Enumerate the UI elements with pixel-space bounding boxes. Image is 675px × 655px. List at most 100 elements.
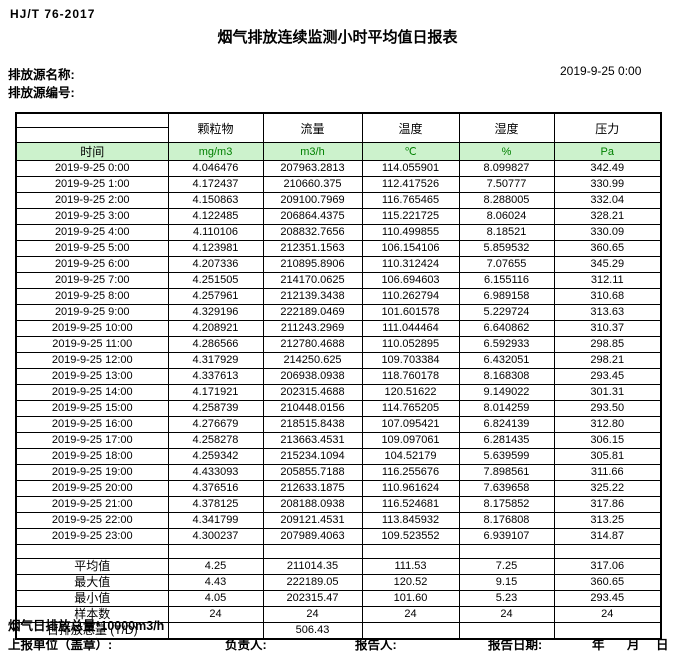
value-cell: 210895.8906	[262, 256, 363, 273]
value-cell: 104.52179	[361, 448, 460, 465]
value-cell: 120.52	[361, 574, 460, 591]
value-cell: 305.81	[553, 448, 662, 465]
table-row: 2019-9-25 12:00 4.317929 214250.625 109.703…	[15, 352, 662, 369]
value-cell: 111.044464	[361, 320, 460, 337]
value-cell: 116.255676	[361, 464, 460, 481]
value-cell: 110.052895	[361, 336, 460, 353]
value-cell: 24	[553, 606, 662, 623]
value-cell: 330.99	[553, 176, 662, 193]
value-cell: 4.207336	[167, 256, 264, 273]
value-cell: 317.86	[553, 496, 662, 513]
value-cell: 8.099827	[458, 160, 555, 177]
total-emission-note: 烟气日排放总量*10000m3/h	[8, 619, 165, 633]
value-cell	[553, 622, 662, 640]
table-row: 2019-9-25 14:00 4.171921 202315.4688 120.51…	[15, 384, 662, 401]
time-cell: 2019-9-25 20:00	[15, 480, 169, 497]
value-cell: 360.65	[553, 574, 662, 591]
summary-label: 样本数	[15, 606, 169, 623]
value-cell: 310.68	[553, 288, 662, 305]
value-cell: 106.154106	[361, 240, 460, 257]
value-cell: 207989.4063	[262, 528, 363, 545]
value-cell: 6.824139	[458, 416, 555, 433]
time-header: 时间	[15, 142, 169, 161]
month-label: 月	[627, 638, 640, 652]
value-cell	[458, 622, 555, 640]
spacer-cell	[15, 544, 169, 559]
value-cell: 6.989158	[458, 288, 555, 305]
table-row: 2019-9-25 15:00 4.258739 210448.0156 114.76…	[15, 400, 662, 417]
value-cell: 8.18521	[458, 224, 555, 241]
value-cell	[167, 622, 264, 640]
table-row: 2019-9-25 16:00 4.276679 218515.8438 107.09…	[15, 416, 662, 433]
value-cell: 7.07655	[458, 256, 555, 273]
time-cell: 2019-9-25 19:00	[15, 464, 169, 481]
value-cell: 205855.7188	[262, 464, 363, 481]
value-cell: 208832.7656	[262, 224, 363, 241]
value-cell: 330.09	[553, 224, 662, 241]
time-cell: 2019-9-25 3:00	[15, 208, 169, 225]
value-cell: 9.15	[458, 574, 555, 591]
value-cell: 4.317929	[167, 352, 264, 369]
value-cell: 6.155116	[458, 272, 555, 289]
value-cell: 4.337613	[167, 368, 264, 385]
value-cell: 4.171921	[167, 384, 264, 401]
value-cell: 4.122485	[167, 208, 264, 225]
value-cell: 4.258739	[167, 400, 264, 417]
value-cell: 4.208921	[167, 320, 264, 337]
value-cell: 8.168308	[458, 368, 555, 385]
table-row: 2019-9-25 10:00 4.208921 211243.2969 111.04…	[15, 320, 662, 337]
value-cell: 101.60	[361, 590, 460, 607]
table-row: 2019-9-25 19:00 4.433093 205855.7188 116.25…	[15, 464, 662, 481]
time-cell: 2019-9-25 10:00	[15, 320, 169, 337]
table-row: 2019-9-25 13:00 4.337613 206938.0938 118.76…	[15, 368, 662, 385]
value-cell: 116.524681	[361, 496, 460, 513]
value-cell: 311.66	[553, 464, 662, 481]
value-cell: 115.221725	[361, 208, 460, 225]
unit-flow: m3/h	[262, 142, 363, 161]
time-cell: 2019-9-25 12:00	[15, 352, 169, 369]
value-cell: 4.110106	[167, 224, 264, 241]
table-row: 2019-9-25 3:00 4.122485 206864.4375 115.221…	[15, 208, 662, 225]
report-datetime: 2019-9-25 0:00	[560, 64, 642, 78]
table-row: 2019-9-25 5:00 4.123981 212351.1563 106.154…	[15, 240, 662, 257]
value-cell: 7.25	[458, 558, 555, 575]
value-cell: 215234.1094	[262, 448, 363, 465]
time-cell: 2019-9-25 11:00	[15, 336, 169, 353]
value-cell: 4.257961	[167, 288, 264, 305]
spacer-row	[15, 544, 662, 559]
value-cell: 9.149022	[458, 384, 555, 401]
value-cell: 212780.4688	[262, 336, 363, 353]
time-cell: 2019-9-25 2:00	[15, 192, 169, 209]
responsible-label: 负责人:	[225, 638, 267, 652]
value-cell: 212139.3438	[262, 288, 363, 305]
value-cell: 4.378125	[167, 496, 264, 513]
value-cell	[361, 622, 460, 640]
value-cell: 110.312424	[361, 256, 460, 273]
value-cell: 206938.0938	[262, 368, 363, 385]
value-cell: 310.37	[553, 320, 662, 337]
source-id-label: 排放源编号:	[8, 86, 75, 100]
value-cell: 4.341799	[167, 512, 264, 529]
table-row: 2019-9-25 8:00 4.257961 212139.3438 110.262…	[15, 288, 662, 305]
page-title: 烟气排放连续监测小时平均值日报表	[217, 29, 458, 46]
value-cell: 8.014259	[458, 400, 555, 417]
value-cell: 24	[458, 606, 555, 623]
time-cell: 2019-9-25 21:00	[15, 496, 169, 513]
value-cell: 4.172437	[167, 176, 264, 193]
value-cell: 6.281435	[458, 432, 555, 449]
time-cell: 2019-9-25 17:00	[15, 432, 169, 449]
value-cell	[262, 544, 363, 559]
table-row: 2019-9-25 1:00 4.172437 210660.375 112.4175…	[15, 176, 662, 193]
value-cell: 298.85	[553, 336, 662, 353]
value-cell: 113.845932	[361, 512, 460, 529]
table-row: 2019-9-25 0:00 4.046476 207963.2813 114.055…	[15, 160, 662, 177]
value-cell: 208188.0938	[262, 496, 363, 513]
value-cell: 6.592933	[458, 336, 555, 353]
value-cell: 110.961624	[361, 480, 460, 497]
value-cell: 4.300237	[167, 528, 264, 545]
time-cell: 2019-9-25 9:00	[15, 304, 169, 321]
value-cell: 5.639599	[458, 448, 555, 465]
time-cell: 2019-9-25 15:00	[15, 400, 169, 417]
value-cell: 112.417526	[361, 176, 460, 193]
day-label: 日	[656, 638, 669, 652]
